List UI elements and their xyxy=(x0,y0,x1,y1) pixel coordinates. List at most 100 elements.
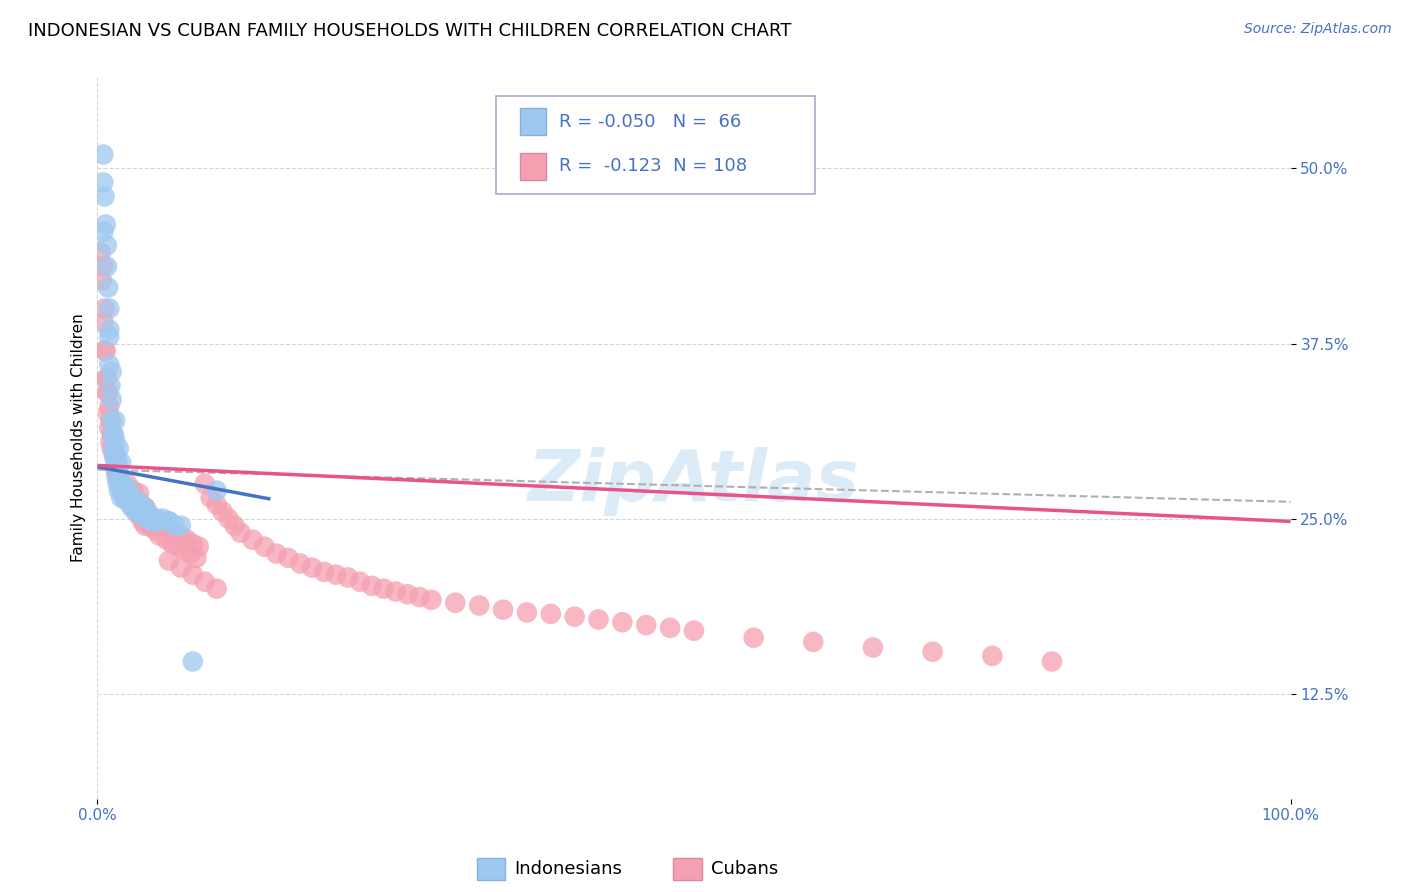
Point xyxy=(105,449,128,463)
Point xyxy=(110,491,132,505)
Text: Source: ZipAtlas.com: Source: ZipAtlas.com xyxy=(1244,22,1392,37)
Point xyxy=(115,481,138,495)
Point xyxy=(96,260,118,274)
Point xyxy=(277,550,299,565)
Point xyxy=(981,648,1004,663)
Point xyxy=(110,476,132,491)
Point xyxy=(134,500,156,515)
Point xyxy=(114,491,136,505)
Point xyxy=(492,602,515,616)
Point xyxy=(420,593,443,607)
Point xyxy=(105,469,128,483)
Point xyxy=(98,301,121,316)
Point xyxy=(90,245,112,260)
Point xyxy=(93,343,115,358)
Point xyxy=(98,329,121,343)
Text: INDONESIAN VS CUBAN FAMILY HOUSEHOLDS WITH CHILDREN CORRELATION CHART: INDONESIAN VS CUBAN FAMILY HOUSEHOLDS WI… xyxy=(28,22,792,40)
Point xyxy=(91,260,114,274)
Point xyxy=(96,371,118,385)
Point xyxy=(104,462,127,476)
Point xyxy=(742,631,765,645)
Point xyxy=(100,378,122,392)
Point xyxy=(187,540,209,554)
Point xyxy=(163,518,186,533)
Point xyxy=(360,579,382,593)
Point xyxy=(540,607,562,621)
Point xyxy=(97,407,120,421)
Point xyxy=(146,515,169,529)
Point xyxy=(120,498,142,512)
Text: Cubans: Cubans xyxy=(711,860,779,878)
Text: ZipAtlas: ZipAtlas xyxy=(529,447,860,516)
Point xyxy=(170,518,193,533)
Point xyxy=(100,414,122,428)
Point xyxy=(125,505,148,519)
Point xyxy=(112,483,135,498)
Point xyxy=(100,414,122,428)
Point xyxy=(468,599,491,613)
Point xyxy=(564,609,586,624)
Point xyxy=(122,491,145,505)
Point xyxy=(100,434,122,449)
Point xyxy=(107,456,129,470)
Point xyxy=(131,498,153,512)
Point xyxy=(588,612,610,626)
Point xyxy=(97,280,120,294)
Point xyxy=(111,483,134,498)
Point xyxy=(128,508,150,523)
Point xyxy=(122,500,145,515)
Point xyxy=(114,486,136,500)
Point xyxy=(100,392,122,407)
Point xyxy=(97,385,120,400)
Point xyxy=(101,442,124,456)
Point xyxy=(100,365,122,379)
Point xyxy=(103,449,125,463)
Point xyxy=(146,515,169,529)
Point xyxy=(157,554,180,568)
Point xyxy=(117,491,139,505)
Text: R = -0.050   N =  66: R = -0.050 N = 66 xyxy=(558,112,741,130)
Point xyxy=(93,189,115,203)
Point xyxy=(312,565,335,579)
Point xyxy=(146,511,169,525)
Point xyxy=(408,590,430,604)
Point xyxy=(181,567,204,582)
Point xyxy=(143,511,166,525)
Point xyxy=(134,518,156,533)
Point xyxy=(170,528,193,542)
Point xyxy=(91,176,114,190)
Point xyxy=(111,481,134,495)
Point xyxy=(373,582,395,596)
Point xyxy=(157,515,180,529)
Point xyxy=(139,518,162,533)
Point xyxy=(104,449,127,463)
Point xyxy=(124,491,146,505)
Point xyxy=(384,584,406,599)
Point xyxy=(101,442,124,456)
Point xyxy=(157,523,180,537)
Y-axis label: Family Households with Children: Family Households with Children xyxy=(72,314,86,563)
Point xyxy=(336,570,359,584)
Point xyxy=(128,486,150,500)
Point xyxy=(91,225,114,239)
Point xyxy=(104,434,127,449)
Point xyxy=(104,414,127,428)
Point xyxy=(253,540,276,554)
Point xyxy=(1040,655,1063,669)
Point xyxy=(186,550,208,565)
Point xyxy=(91,316,114,330)
Point xyxy=(205,498,228,512)
Point xyxy=(98,322,121,336)
Point xyxy=(396,587,419,601)
Point xyxy=(100,442,122,456)
Point xyxy=(862,640,884,655)
Point xyxy=(921,645,943,659)
Point xyxy=(118,495,141,509)
Point xyxy=(179,547,201,561)
Point xyxy=(229,525,252,540)
Point xyxy=(103,427,125,442)
Point xyxy=(124,505,146,519)
Point xyxy=(143,523,166,537)
Point xyxy=(176,533,198,547)
Point xyxy=(94,371,117,385)
